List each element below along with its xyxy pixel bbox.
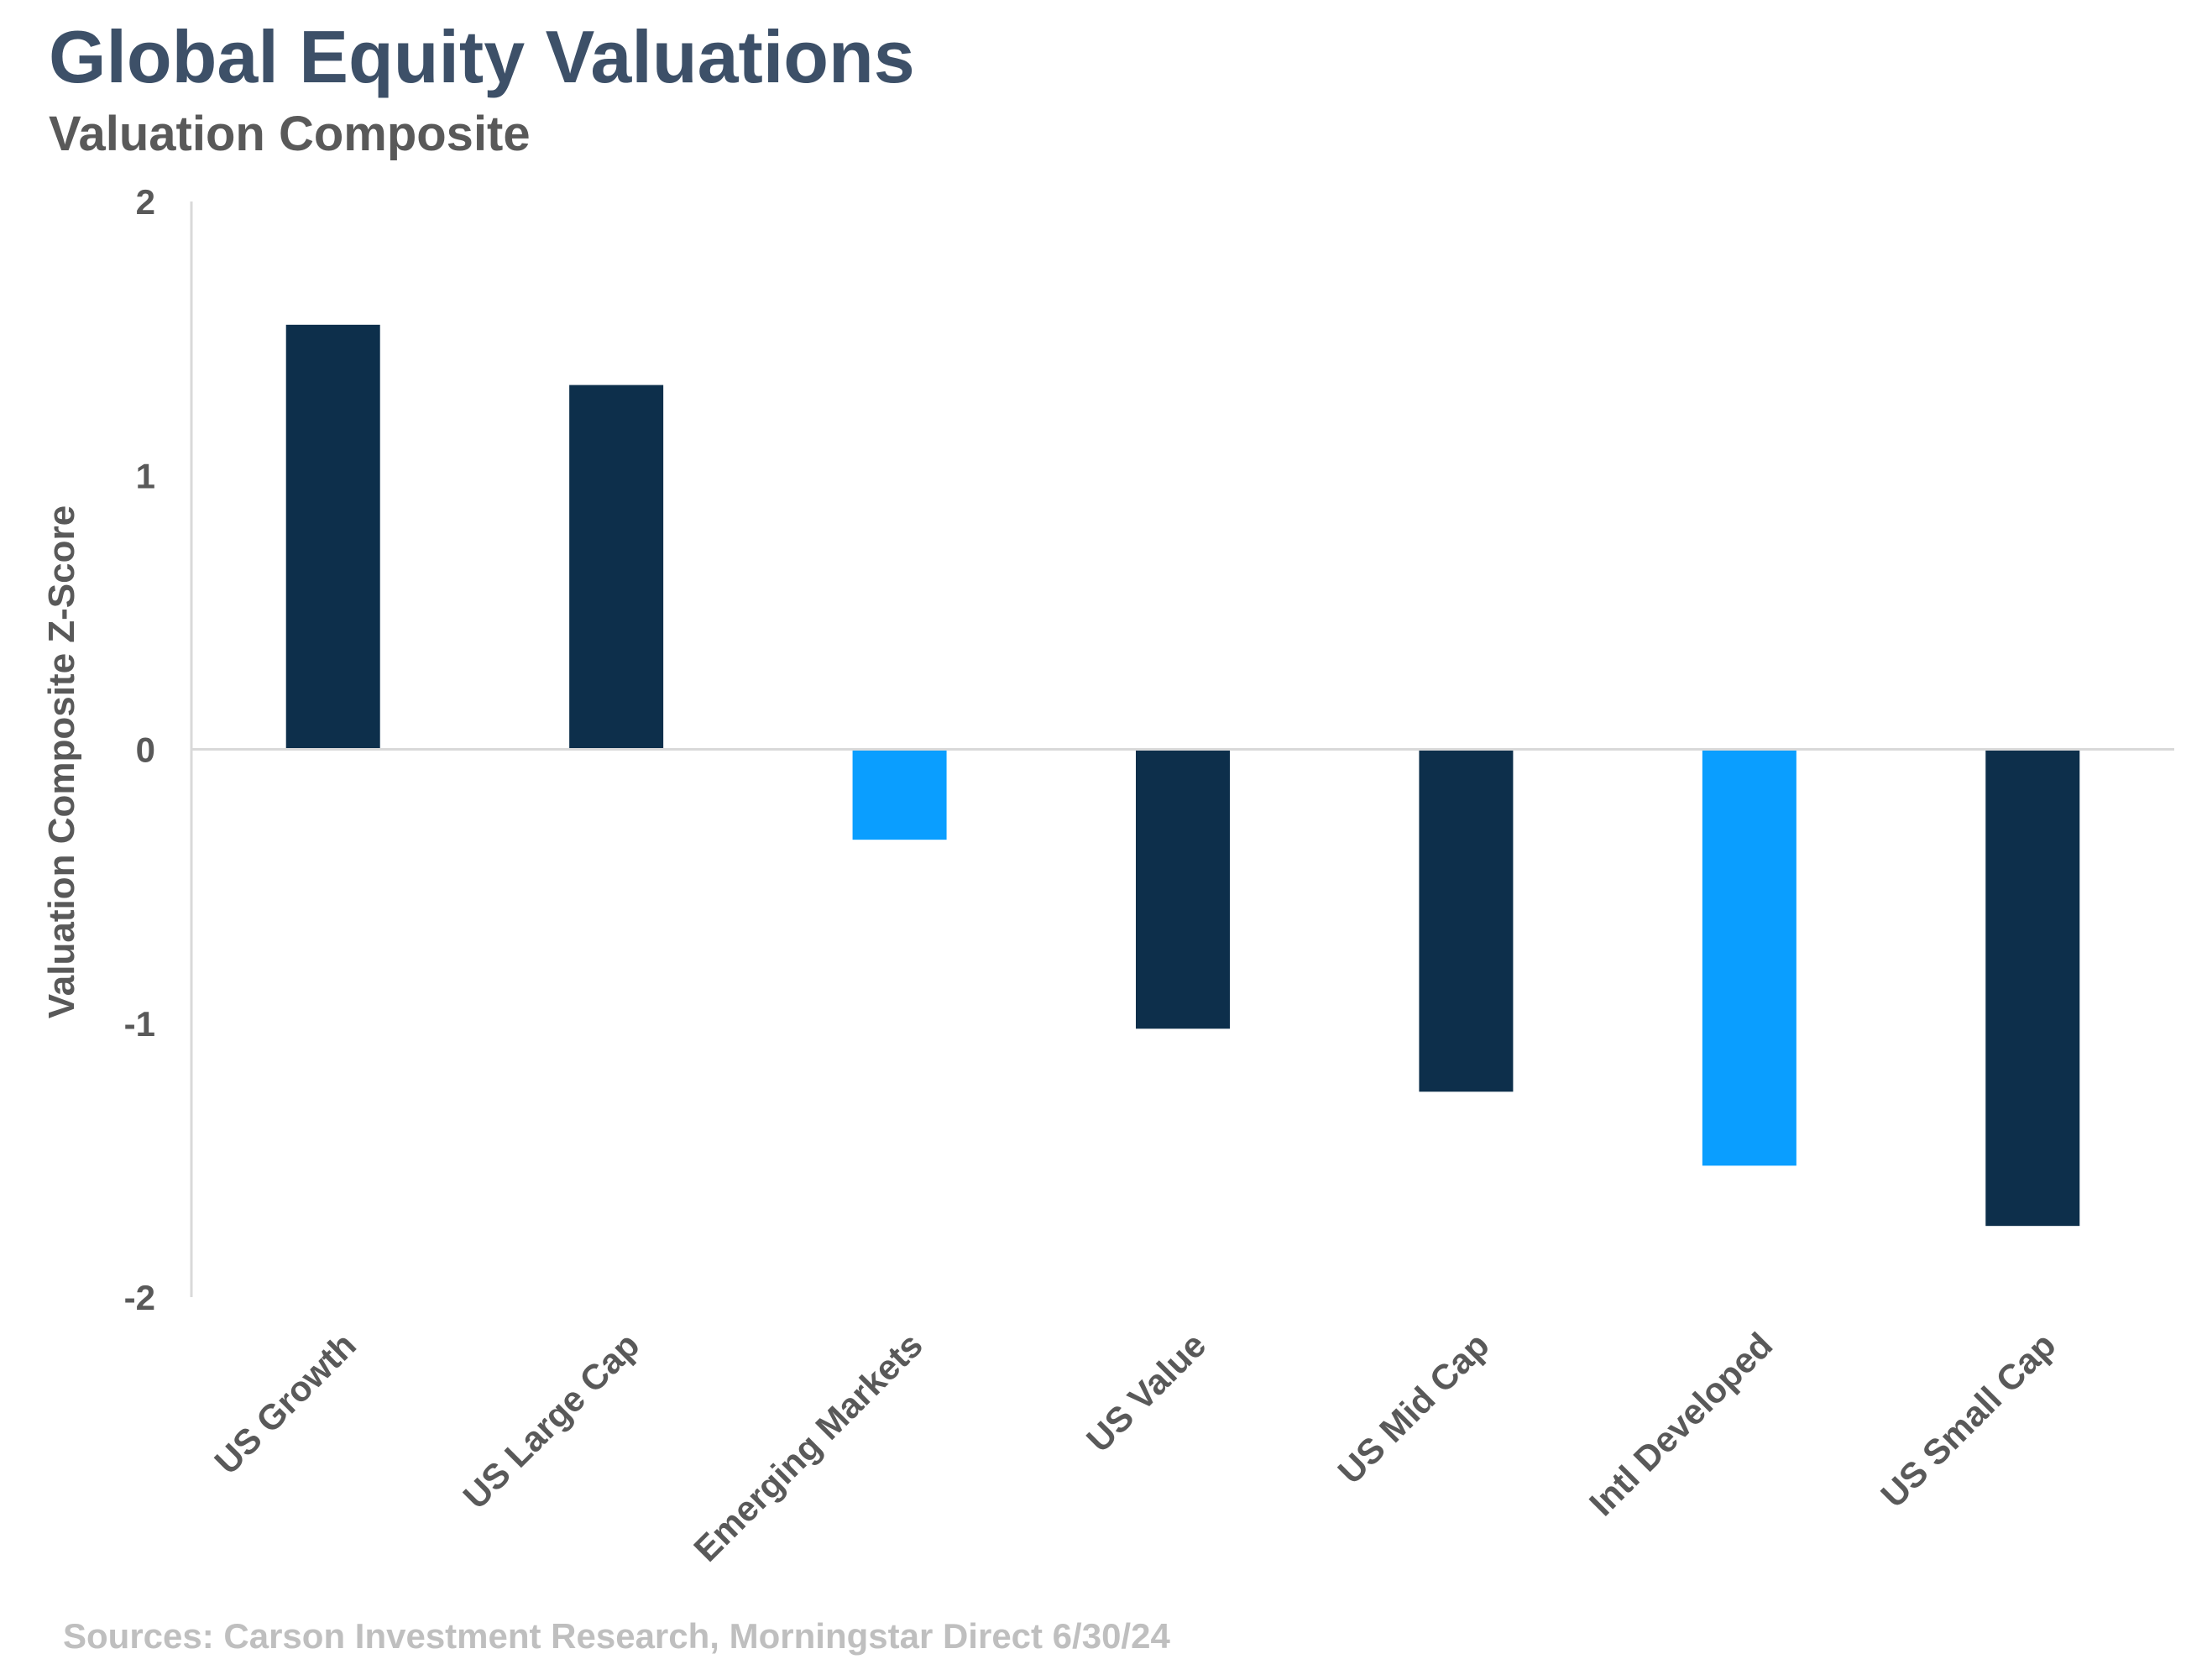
bar <box>569 385 664 750</box>
bar <box>285 324 380 750</box>
y-tick-label: 1 <box>136 456 155 495</box>
y-tick-label: -1 <box>124 1004 155 1044</box>
y-tick-label: 0 <box>136 730 155 770</box>
category-label: US Mid Cap <box>1331 1325 1497 1491</box>
category-label: US Small Cap <box>1873 1325 2063 1515</box>
bar <box>852 749 947 840</box>
category-label: US Large Cap <box>456 1325 647 1516</box>
y-axis-ticks: 2 1 0 -1 -2 <box>124 182 155 1317</box>
bar <box>1985 749 2080 1227</box>
category-label: US Growth <box>207 1325 363 1482</box>
y-tick-label: -2 <box>124 1278 155 1317</box>
category-labels: US Growth US Large Cap Emerging Markets US … <box>207 1325 2063 1569</box>
category-label: US Value <box>1079 1325 1213 1459</box>
category-label: Emerging Markets <box>686 1325 930 1569</box>
chart-title: Global Equity Valuations <box>49 15 915 98</box>
bar <box>1702 749 1796 1166</box>
bars <box>285 324 2080 1227</box>
category-label: Intl Developed <box>1582 1325 1780 1523</box>
source-note: Sources: Carson Investment Research, Mor… <box>63 1616 1170 1656</box>
bar <box>1419 749 1514 1092</box>
y-axis-title: Valuation Composite Z-Score <box>41 505 82 1018</box>
chart-subtitle: Valuation Composite <box>49 107 531 161</box>
bar <box>1136 749 1230 1029</box>
y-tick-label: 2 <box>136 182 155 222</box>
